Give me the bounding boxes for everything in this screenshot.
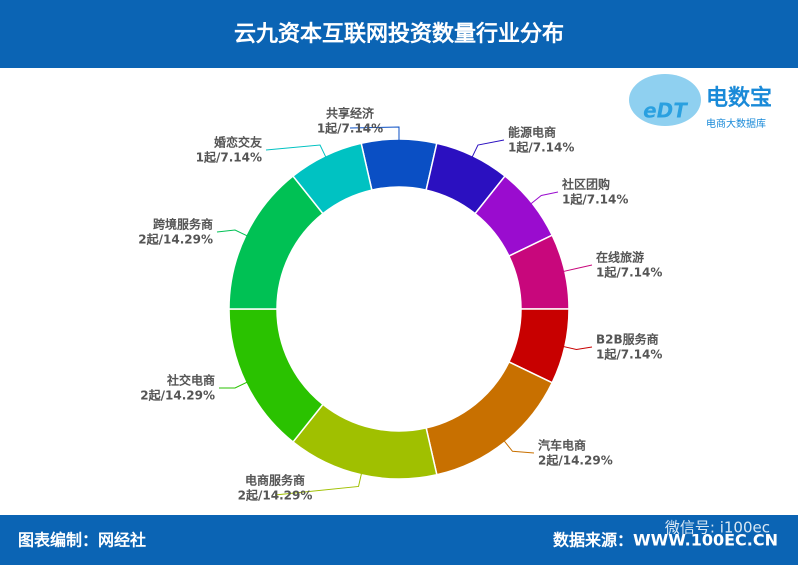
donut-segment [360, 138, 438, 191]
logo-mark: eDT [643, 99, 688, 123]
segment-value-label: 1起/7.14% [196, 150, 262, 165]
leader-line [502, 438, 535, 454]
footer-band [0, 515, 798, 565]
segment-value-label: 1起/7.14% [317, 121, 383, 136]
leader-line [528, 191, 559, 206]
segment-label: 跨境服务商 [153, 217, 213, 232]
leader-line [560, 345, 593, 350]
footer-right: 数据来源：WWW.100EC.CN [553, 531, 778, 550]
segment-value-label: 1起/7.14% [508, 140, 574, 155]
segment-label: 社交电商 [166, 373, 215, 388]
segment-label: 汽车电商 [538, 438, 586, 453]
leader-line [265, 144, 328, 160]
logo-cloud [629, 74, 701, 126]
segment-label: 在线旅游 [596, 250, 644, 265]
chart-title: 云九资本互联网投资数量行业分布 [234, 21, 564, 47]
segment-label: 社区团购 [561, 177, 610, 192]
donut-segment [425, 360, 554, 476]
donut-segment [228, 308, 324, 443]
segment-value-label: 2起/14.29% [238, 488, 313, 503]
segment-value-label: 2起/14.29% [140, 388, 215, 403]
segment-value-label: 1起/7.14% [596, 347, 662, 362]
leader-line [560, 264, 593, 273]
segment-label: 共享经济 [326, 106, 375, 121]
header-band [0, 0, 798, 68]
segment-value-label: 1起/7.14% [596, 265, 662, 280]
segment-label: 电商服务商 [245, 473, 305, 488]
watermark: 微信号: i100ec [665, 519, 770, 537]
segment-label: B2B服务商 [596, 332, 659, 347]
leader-line [218, 380, 250, 389]
segment-value-label: 2起/14.29% [538, 453, 613, 468]
segment-label: 能源电商 [508, 125, 556, 140]
donut-segment [291, 142, 373, 215]
leader-line [216, 229, 250, 238]
leader-line [349, 126, 400, 144]
logo-name: 电数宝 [706, 85, 772, 111]
segment-value-label: 2起/14.29% [138, 232, 213, 247]
leader-line [274, 470, 363, 496]
segment-value-label: 1起/7.14% [562, 192, 628, 207]
segment-label: 婚恋交友 [214, 135, 262, 150]
logo-sub: 电商大数据库 [706, 117, 766, 130]
leader-line [470, 139, 505, 160]
footer-left: 图表编制：网经社 [18, 531, 146, 550]
